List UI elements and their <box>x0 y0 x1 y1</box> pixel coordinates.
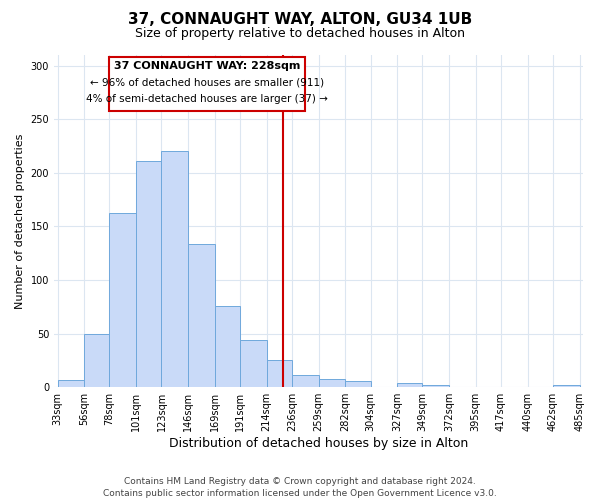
Bar <box>266 360 292 387</box>
Bar <box>240 340 266 387</box>
Y-axis label: Number of detached properties: Number of detached properties <box>15 134 25 309</box>
Bar <box>58 380 84 387</box>
Bar <box>553 385 580 387</box>
Bar <box>292 376 319 387</box>
Text: 37 CONNAUGHT WAY: 228sqm: 37 CONNAUGHT WAY: 228sqm <box>114 62 300 72</box>
Bar <box>188 244 215 387</box>
Bar <box>136 161 161 387</box>
Bar <box>161 152 188 387</box>
Bar <box>215 306 240 387</box>
Text: 4% of semi-detached houses are larger (37) →: 4% of semi-detached houses are larger (3… <box>86 94 328 104</box>
Text: Contains HM Land Registry data © Crown copyright and database right 2024.
Contai: Contains HM Land Registry data © Crown c… <box>103 476 497 498</box>
Bar <box>422 385 449 387</box>
Bar <box>319 378 345 387</box>
X-axis label: Distribution of detached houses by size in Alton: Distribution of detached houses by size … <box>169 437 468 450</box>
Bar <box>345 381 371 387</box>
Bar <box>109 212 136 387</box>
Text: ← 96% of detached houses are smaller (911): ← 96% of detached houses are smaller (91… <box>90 78 324 88</box>
Bar <box>397 383 422 387</box>
Text: 37, CONNAUGHT WAY, ALTON, GU34 1UB: 37, CONNAUGHT WAY, ALTON, GU34 1UB <box>128 12 472 28</box>
Bar <box>84 334 109 387</box>
Text: Size of property relative to detached houses in Alton: Size of property relative to detached ho… <box>135 28 465 40</box>
Bar <box>109 57 305 110</box>
